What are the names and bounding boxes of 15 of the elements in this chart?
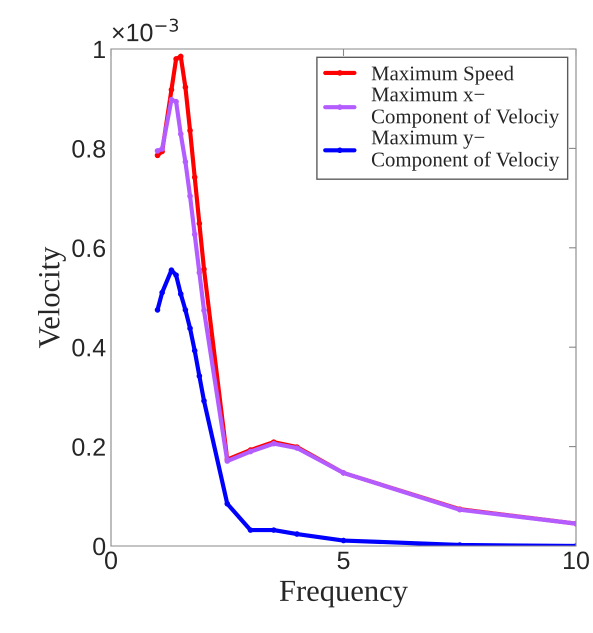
y-tick-label: 0.6 xyxy=(72,239,106,258)
legend-label: Maximum y− Component of Velociy xyxy=(372,130,560,171)
x-axis-title: Frequency xyxy=(280,580,408,608)
text: ×10$^{−3}$ xyxy=(112,18,178,42)
y-tick-label: 0.4 xyxy=(72,338,106,357)
y-axis-title: Velocity xyxy=(38,246,66,348)
y-tick-label: 1 xyxy=(94,40,105,58)
y-tick-label: 0 xyxy=(93,538,106,556)
x-tick-label: 10 xyxy=(564,552,589,570)
legend-label: Maximum Speed xyxy=(372,66,514,85)
x-tick-label: 0 xyxy=(105,552,117,570)
legend-label: Maximum x− Component of Velociy xyxy=(372,87,560,128)
x-tick-label: 5 xyxy=(338,552,350,570)
y-tick-label: 0.8 xyxy=(72,140,106,158)
y-tick-label: 0.2 xyxy=(72,438,105,456)
